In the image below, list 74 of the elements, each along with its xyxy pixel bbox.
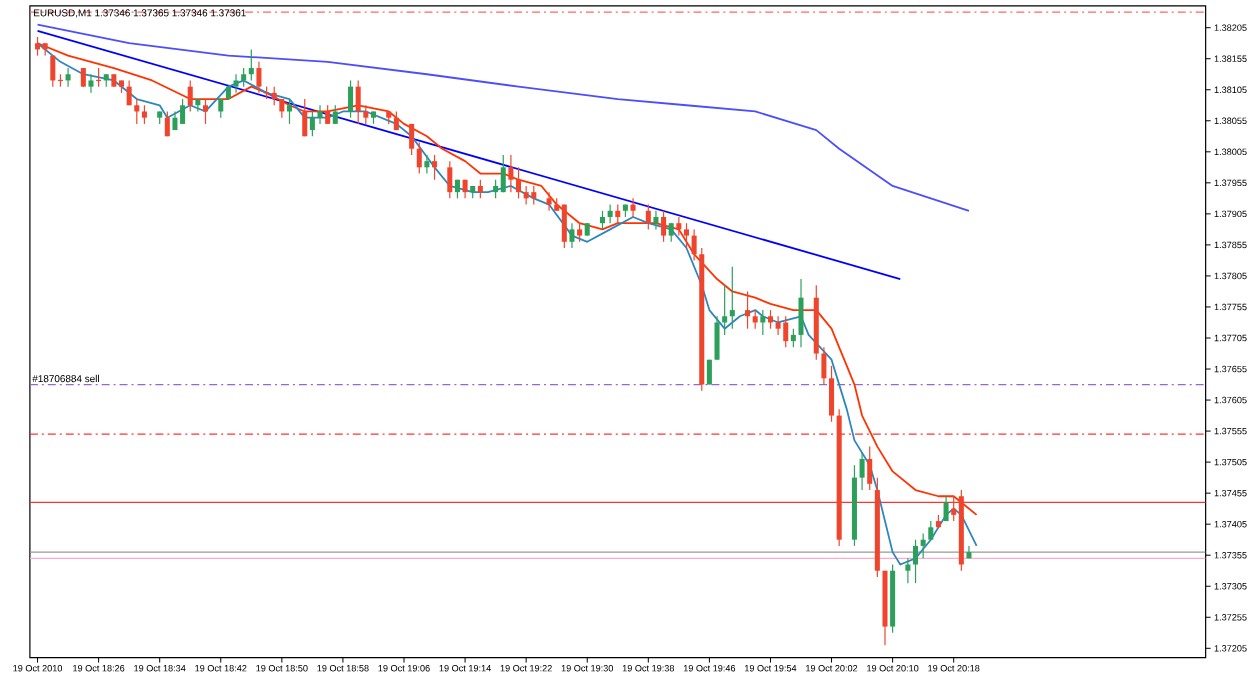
candlestick bbox=[432, 154, 438, 181]
candlestick bbox=[35, 36, 41, 57]
candlestick bbox=[913, 539, 919, 584]
candlestick bbox=[569, 222, 575, 249]
candlestick bbox=[683, 222, 690, 249]
candlestick bbox=[905, 557, 911, 584]
candlestick bbox=[271, 86, 277, 107]
candlestick bbox=[691, 229, 697, 262]
candlestick bbox=[187, 80, 193, 113]
candlestick bbox=[202, 98, 209, 125]
candlestick bbox=[416, 142, 422, 175]
candlestick bbox=[661, 210, 667, 243]
candlestick bbox=[286, 98, 292, 125]
candlestick bbox=[607, 204, 613, 224]
candlestick bbox=[126, 80, 132, 107]
candlestick bbox=[355, 80, 361, 125]
candlestick bbox=[722, 284, 728, 336]
candlestick bbox=[668, 222, 674, 243]
candlestick bbox=[508, 154, 514, 193]
candlestick bbox=[790, 328, 796, 349]
candlestick bbox=[767, 309, 773, 330]
candlestick bbox=[859, 452, 865, 491]
candlestick bbox=[477, 179, 483, 200]
candlestick bbox=[615, 204, 621, 224]
candlestick bbox=[141, 104, 147, 125]
candlestick bbox=[309, 111, 315, 138]
candlestick bbox=[752, 309, 758, 330]
candlestick bbox=[783, 315, 789, 349]
candlestick bbox=[248, 49, 254, 82]
candlestick bbox=[775, 315, 781, 336]
candlestick bbox=[447, 160, 453, 200]
candlestick bbox=[943, 495, 949, 522]
candlestick bbox=[256, 61, 262, 94]
candlestick bbox=[829, 365, 835, 423]
candlestick bbox=[65, 67, 71, 88]
candlestick bbox=[714, 315, 720, 361]
candlestick bbox=[279, 98, 285, 119]
candlestick bbox=[561, 204, 567, 249]
candlestick bbox=[546, 191, 552, 212]
candlestick bbox=[80, 67, 86, 88]
candlestick bbox=[745, 291, 751, 330]
candlestick bbox=[88, 73, 94, 94]
candlestick bbox=[867, 446, 873, 491]
candlestick bbox=[348, 80, 354, 119]
candlestick bbox=[531, 185, 537, 206]
candlestick bbox=[500, 154, 506, 193]
candlestick bbox=[50, 55, 56, 88]
candlestick bbox=[409, 123, 415, 156]
candlestick bbox=[645, 204, 651, 231]
candlestick bbox=[317, 104, 323, 125]
candlestick bbox=[363, 104, 369, 125]
candlestick bbox=[233, 73, 239, 94]
candlestick bbox=[134, 98, 140, 125]
candlestick bbox=[676, 216, 682, 237]
candlestick bbox=[928, 520, 934, 541]
candlestick bbox=[821, 346, 827, 386]
candlestick bbox=[164, 111, 170, 138]
candlestick bbox=[920, 533, 926, 560]
candlestick bbox=[302, 98, 308, 138]
candlestick bbox=[424, 154, 430, 175]
candlestick bbox=[653, 210, 659, 231]
line-series bbox=[36, 23, 970, 212]
candlestick bbox=[241, 67, 247, 88]
candlestick bbox=[577, 222, 583, 243]
candlestick bbox=[706, 359, 712, 386]
candlestick bbox=[516, 166, 522, 200]
candlestick bbox=[729, 266, 735, 330]
candlestick bbox=[760, 309, 766, 336]
candlestick bbox=[599, 210, 606, 231]
candlestick bbox=[180, 98, 186, 125]
candlestick bbox=[523, 185, 529, 206]
candlestick bbox=[218, 98, 224, 119]
candlestick bbox=[630, 197, 636, 218]
candlestick bbox=[798, 278, 804, 349]
